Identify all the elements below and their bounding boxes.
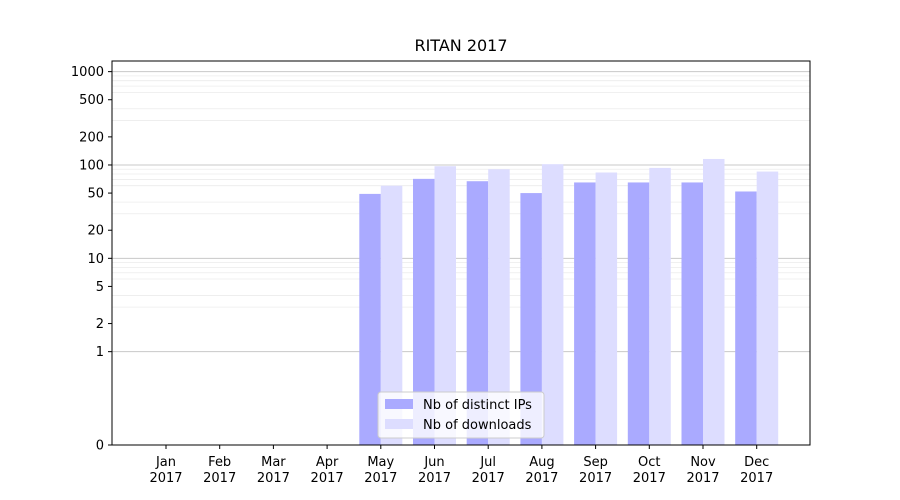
- bar-distinct-ips: [627, 182, 650, 445]
- y-tick-label: 5: [96, 280, 104, 295]
- x-tick-label-year: 2017: [311, 471, 344, 486]
- x-tick-label-year: 2017: [257, 471, 290, 486]
- x-tick-label-year: 2017: [149, 471, 182, 486]
- y-tick-label: 20: [87, 224, 104, 239]
- y-tick-label: 200: [79, 130, 104, 145]
- y-tick-label: 2: [96, 317, 104, 332]
- legend-label: Nb of downloads: [423, 418, 532, 433]
- y-tick-label: 0: [96, 439, 104, 454]
- bars-layer: [359, 158, 779, 446]
- y-tick-label: 1: [96, 345, 104, 360]
- x-tick-label-month: Sep: [583, 455, 608, 470]
- y-tick-label: 500: [79, 93, 104, 108]
- x-tick-label-month: Apr: [316, 455, 339, 470]
- x-tick-label-month: Mar: [261, 455, 286, 470]
- bar-downloads: [649, 167, 671, 446]
- x-tick-label-month: Aug: [529, 455, 554, 470]
- x-tick-label-month: Jun: [423, 455, 444, 470]
- bar-downloads: [595, 172, 618, 446]
- legend-swatch: [385, 419, 413, 429]
- legend-label: Nb of distinct IPs: [423, 398, 532, 413]
- bar-distinct-ips: [735, 191, 757, 445]
- x-tick-label-month: Jul: [479, 455, 496, 470]
- x-tick-label-year: 2017: [740, 471, 773, 486]
- x-tick-label-year: 2017: [686, 471, 719, 486]
- x-tick-label-month: Dec: [744, 455, 769, 470]
- x-tick-label-month: Jan: [155, 455, 176, 470]
- legend-swatch: [385, 399, 413, 409]
- bar-downloads: [756, 171, 779, 445]
- bar-downloads: [541, 164, 564, 445]
- bar-downloads: [380, 185, 403, 445]
- x-tick-label-month: Oct: [638, 455, 660, 470]
- y-tick-label: 1000: [71, 65, 104, 80]
- x-tick-label-year: 2017: [364, 471, 397, 486]
- bar-distinct-ips: [466, 181, 489, 446]
- x-tick-label-year: 2017: [525, 471, 558, 486]
- x-tick-label-year: 2017: [203, 471, 236, 486]
- x-tick-label-month: Feb: [208, 455, 231, 470]
- bar-distinct-ips: [574, 182, 596, 445]
- x-tick-label-month: May: [367, 455, 394, 470]
- y-tick-label: 10: [87, 252, 104, 267]
- bar-distinct-ips: [520, 193, 542, 445]
- chart-title: RITAN 2017: [414, 36, 507, 55]
- bar-distinct-ips: [359, 193, 381, 445]
- y-tick-label: 50: [87, 187, 104, 202]
- bar-downloads: [434, 166, 456, 446]
- x-tick-label-year: 2017: [418, 471, 451, 486]
- x-tick-label-year: 2017: [579, 471, 612, 486]
- y-tick-label: 100: [79, 158, 104, 173]
- x-tick-label-month: Nov: [690, 455, 716, 470]
- x-tick-label-year: 2017: [633, 471, 666, 486]
- bar-downloads: [703, 158, 725, 445]
- grid-layer: [112, 71, 810, 353]
- bar-distinct-ips: [413, 178, 435, 445]
- bar-downloads: [488, 169, 510, 446]
- axes-layer: 01251020501002005001000Jan2017Feb2017Mar…: [71, 65, 773, 486]
- bar-distinct-ips: [681, 182, 703, 445]
- legend: Nb of distinct IPs Nb of downloads: [377, 391, 545, 439]
- x-tick-label-year: 2017: [472, 471, 505, 486]
- plot-frame: [111, 60, 811, 446]
- legend-box: [377, 391, 545, 439]
